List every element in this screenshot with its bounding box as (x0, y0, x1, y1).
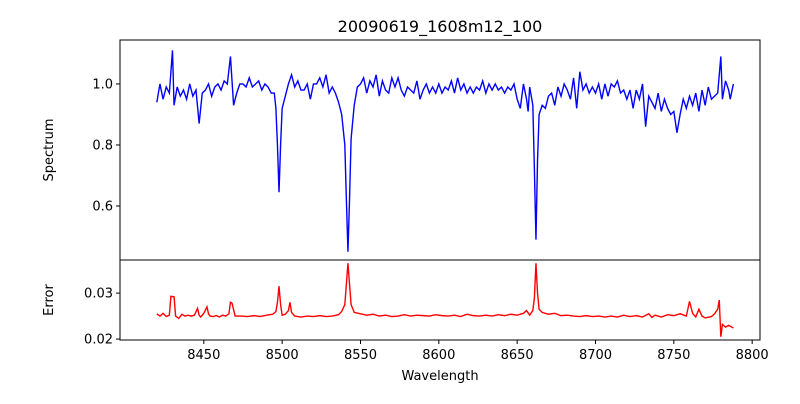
spectrum-y-label: Spectrum (42, 119, 57, 182)
error-series-line (156, 263, 734, 337)
x-tick-label: 8650 (501, 348, 534, 363)
spectrum-axes-frame (119, 39, 761, 261)
spectrum-y-tick-label: 0.8 (92, 138, 113, 153)
error-axes-frame (119, 259, 761, 341)
spectrum-series-line (156, 50, 735, 252)
error-panel: 0.02 0.03 8450 8500 8550 8600 8650 8700 8750 880… (42, 259, 769, 384)
x-tick-label: 8500 (266, 348, 299, 363)
error-y-tick-label: 0.03 (84, 287, 113, 302)
x-axis-label: Wavelength (401, 369, 478, 384)
spectrum-y-tick-label: 0.6 (92, 199, 113, 214)
chart-title: 20090619_1608m12_100 (338, 17, 543, 37)
x-tick-label: 8600 (422, 348, 455, 363)
spectrum-panel: 0.6 0.8 1.0 Spectrum (42, 39, 761, 261)
x-tick-label: 8800 (736, 348, 769, 363)
x-tick-label: 8750 (657, 348, 690, 363)
error-y-tick-label: 0.02 (84, 333, 113, 348)
error-y-label: Error (42, 284, 57, 316)
x-tick-label: 8550 (344, 348, 377, 363)
spectrum-y-tick-label: 1.0 (92, 77, 113, 92)
x-tick-label: 8700 (579, 348, 612, 363)
x-tick-label: 8450 (187, 348, 220, 363)
